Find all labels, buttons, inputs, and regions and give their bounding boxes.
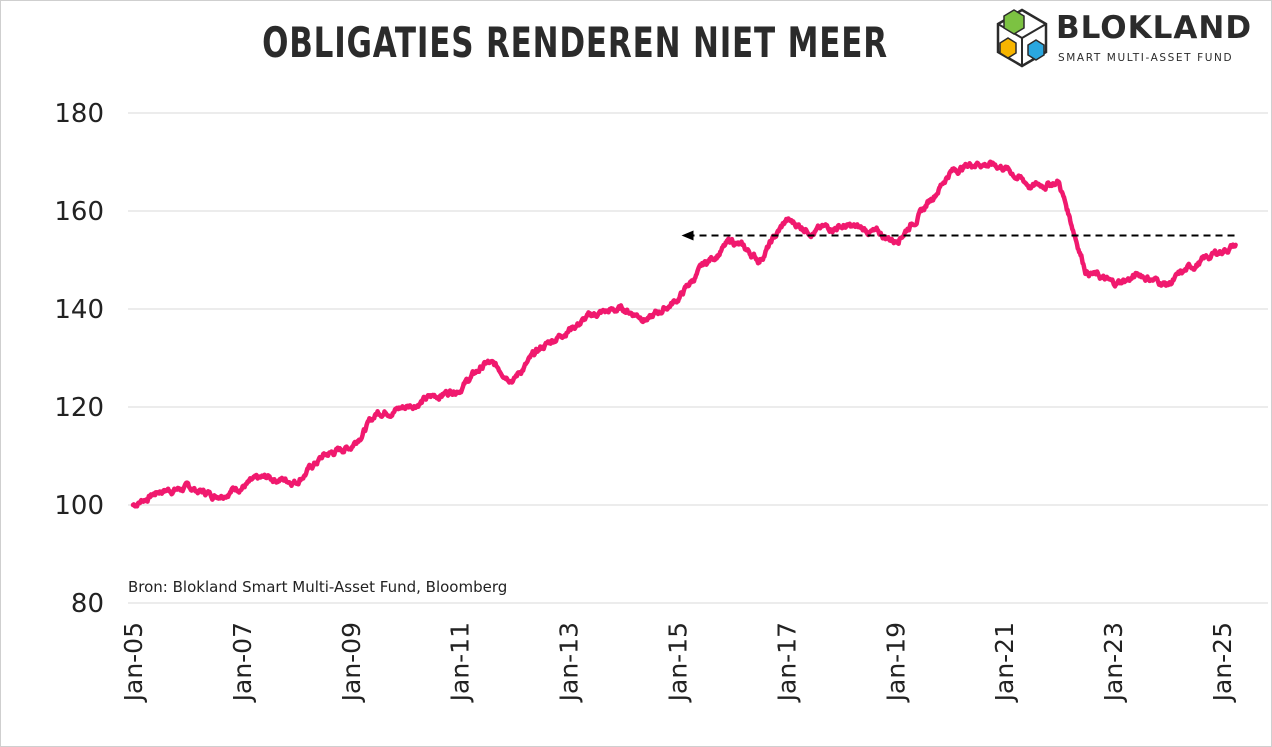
x-tick-label: Jan-25 (1208, 622, 1237, 703)
y-tick-label: 100 (54, 491, 104, 521)
grid-lines (128, 112, 1268, 604)
y-tick-label: 120 (54, 393, 104, 423)
logo-name: BLOKLAND (1056, 10, 1253, 46)
y-tick-label: 160 (54, 197, 104, 227)
x-tick-label: Jan-13 (555, 622, 584, 703)
x-tick-label: Jan-15 (664, 622, 693, 703)
x-axis-ticks: Jan-05 Jan-07 Jan-09 Jan-11 Jan-13 Jan-15 Jan-… (119, 622, 1237, 703)
x-tick-label: Jan-21 (990, 622, 1019, 703)
x-tick-label: Jan-11 (446, 622, 475, 703)
x-tick-label: Jan-17 (772, 622, 801, 703)
reference-arrow (681, 230, 694, 241)
x-tick-label: Jan-05 (119, 622, 148, 703)
logo: BLOKLAND SMART MULTI-ASSET FUND (994, 8, 1264, 74)
y-tick-label: 140 (54, 295, 104, 325)
series-layer (130, 159, 1238, 509)
series-line (130, 159, 1238, 509)
logo-tagline: SMART MULTI-ASSET FUND (1058, 52, 1234, 64)
y-tick-label: 80 (71, 589, 104, 619)
x-tick-label: Jan-09 (337, 622, 366, 703)
x-tick-label: Jan-07 (228, 622, 257, 703)
y-tick-label: 180 (54, 99, 104, 129)
x-tick-label: Jan-23 (1099, 622, 1128, 703)
y-axis-ticks: 80 100 120 140 160 180 (54, 99, 104, 619)
reference-line-layer (681, 230, 1236, 241)
chart-title: OBLIGATIES RENDEREN NIET MEER (262, 18, 888, 67)
source-note: Bron: Blokland Smart Multi-Asset Fund, B… (128, 578, 508, 596)
cube-logo-icon (996, 8, 1048, 68)
x-tick-label: Jan-19 (881, 622, 910, 703)
